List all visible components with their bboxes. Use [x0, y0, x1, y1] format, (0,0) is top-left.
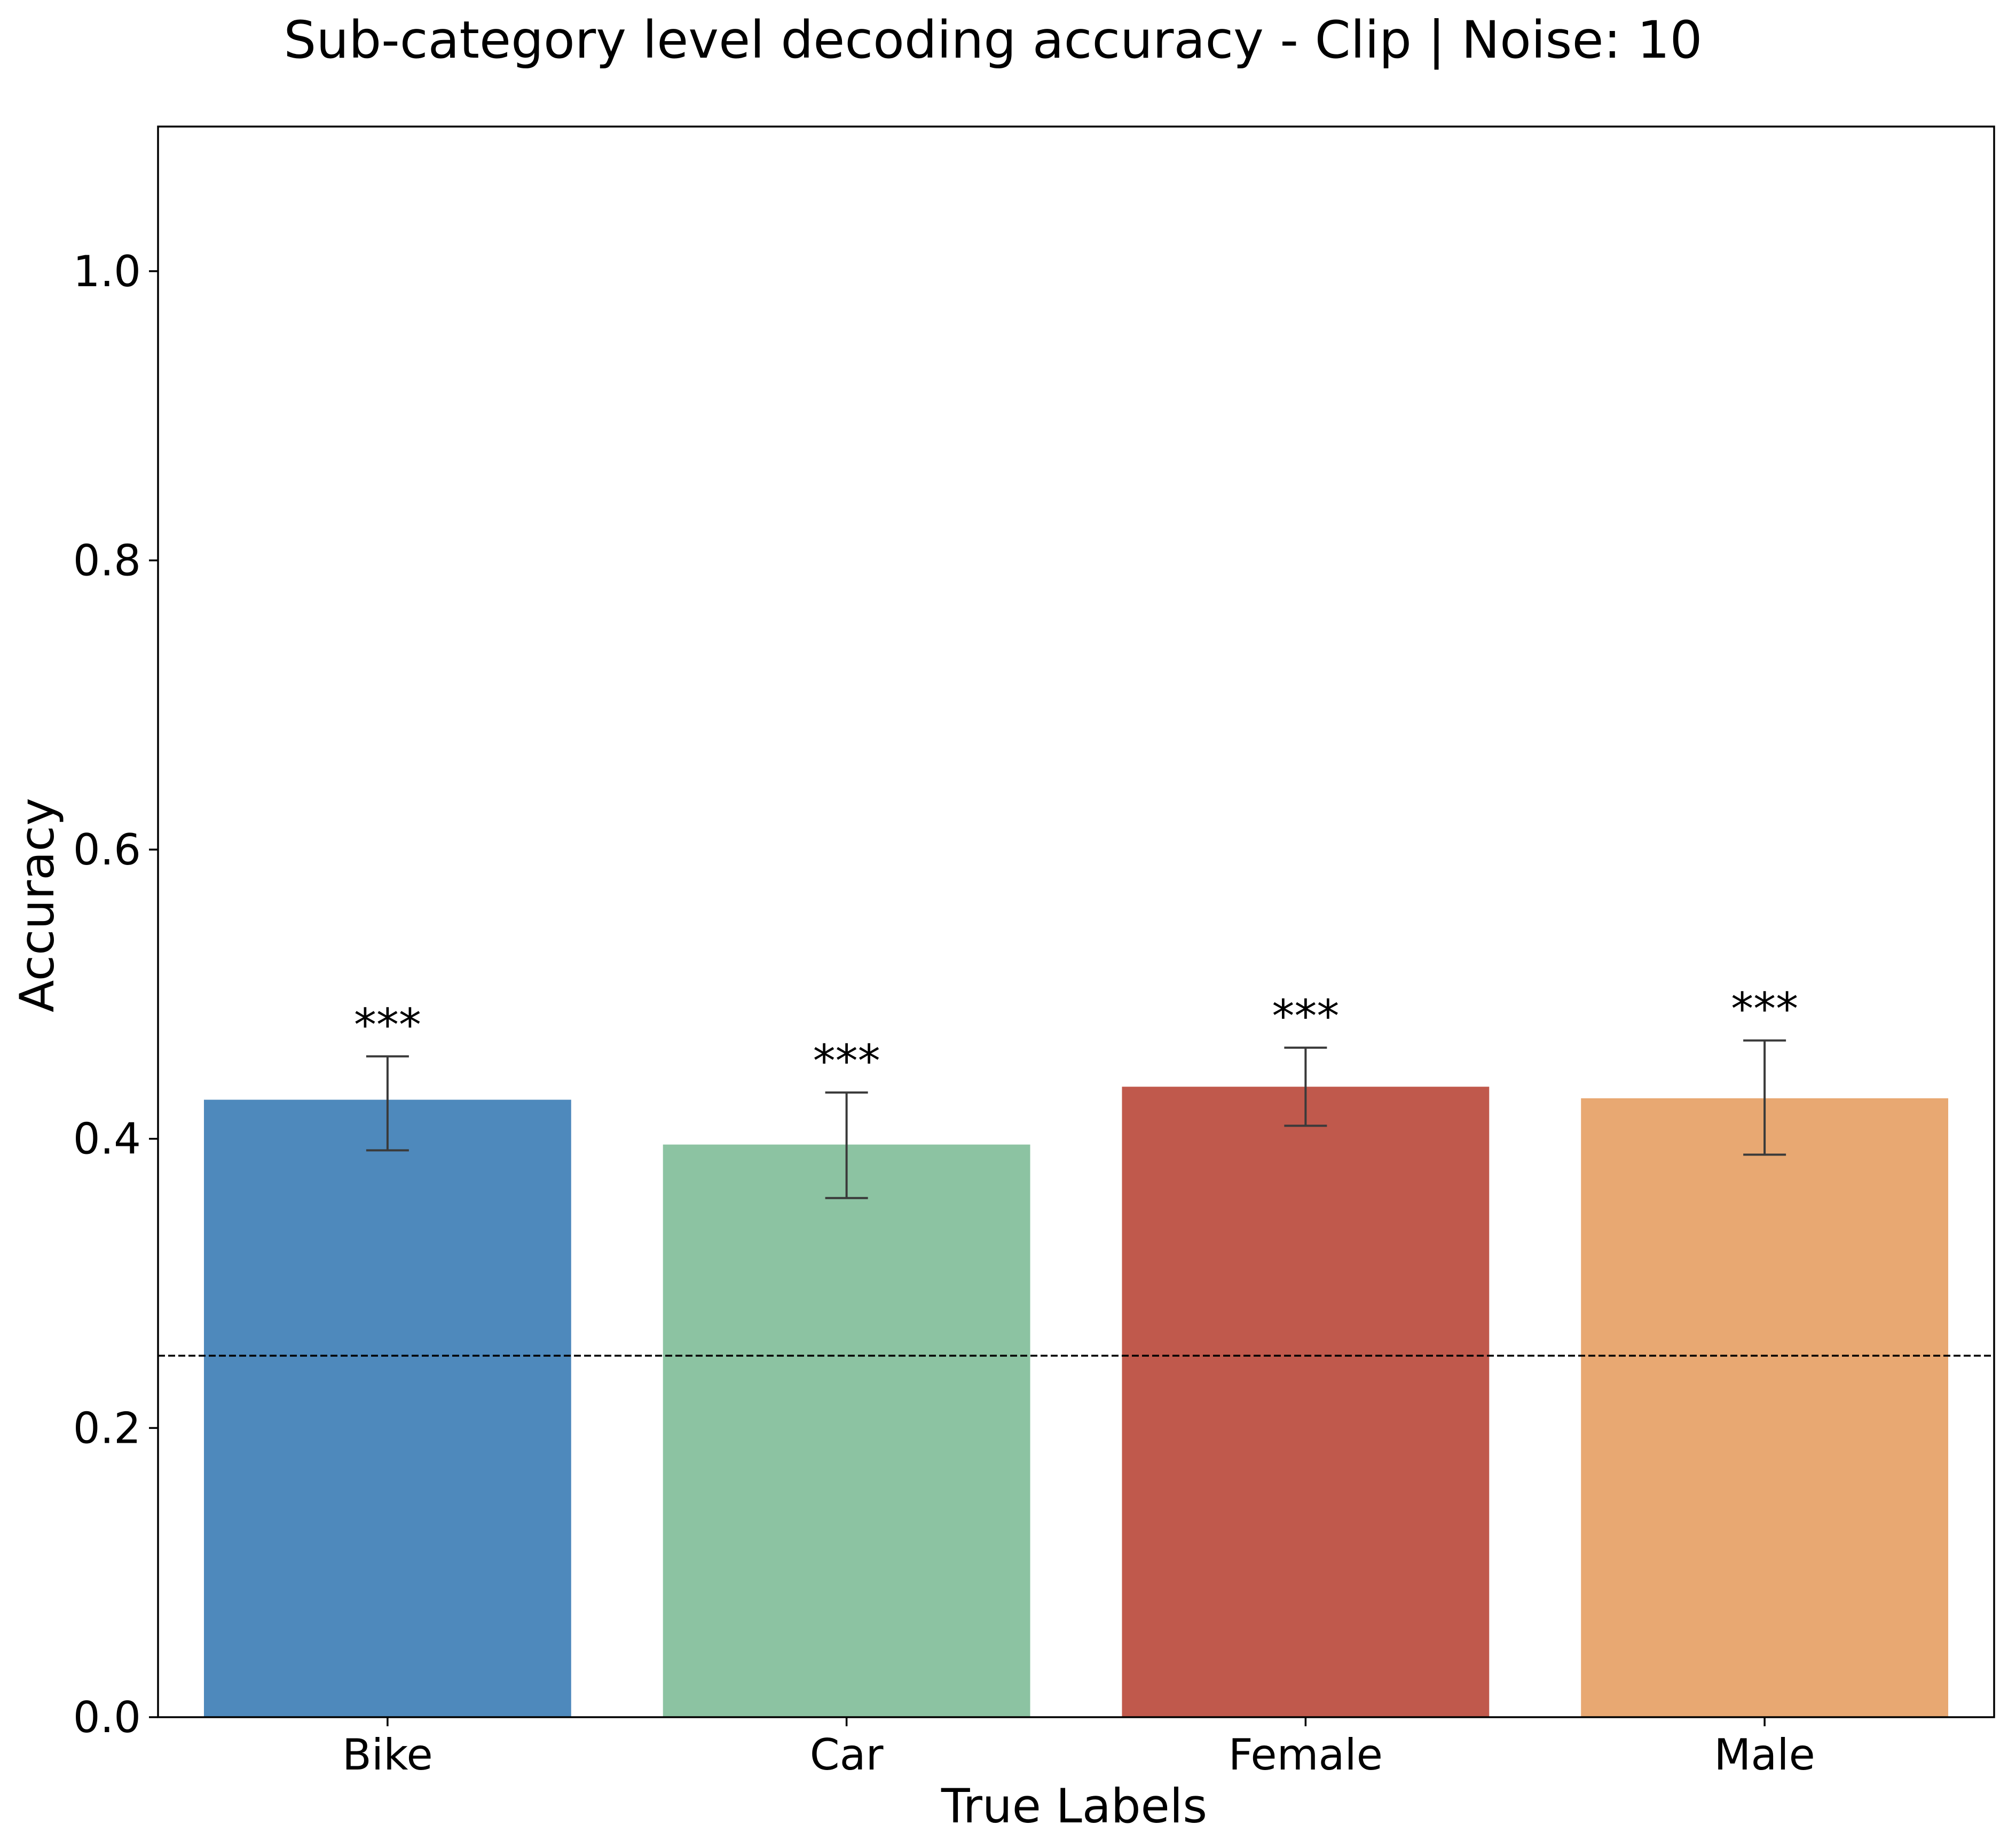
x-tick-label-car: Car: [810, 1730, 884, 1780]
y-tick-label: 0.8: [73, 536, 141, 585]
plot-area: *** *** *** *** 0.0 0.2 0.4 0.6 0.8 1.0 Bike Car Fem…: [73, 125, 1995, 1780]
bar-male: [1581, 1098, 1949, 1717]
y-tick-label: 0.0: [73, 1693, 141, 1742]
significance-marker-bike: ***: [354, 998, 421, 1051]
significance-marker-car: ***: [813, 1035, 880, 1087]
x-tick-label-bike: Bike: [342, 1730, 433, 1780]
bar-female: [1122, 1087, 1490, 1717]
significance-marker-male: ***: [1731, 983, 1798, 1035]
x-axis-label: True Labels: [941, 1779, 1207, 1834]
y-tick-label: 0.6: [73, 825, 141, 875]
y-tick-label: 0.4: [73, 1114, 141, 1164]
bar-bike: [203, 1099, 571, 1717]
axes-frame: [157, 125, 1995, 1718]
y-tick-label: 0.2: [73, 1403, 141, 1453]
x-tick-label-male: Male: [1714, 1730, 1815, 1780]
y-axis-label: Accuracy: [10, 798, 65, 1012]
x-tick-label-female: Female: [1229, 1730, 1383, 1780]
bar-car: [663, 1144, 1030, 1717]
significance-marker-female: ***: [1272, 990, 1339, 1042]
chart-title: Sub-category level decoding accuracy - C…: [284, 10, 1702, 70]
y-tick-label: 1.0: [73, 247, 141, 296]
